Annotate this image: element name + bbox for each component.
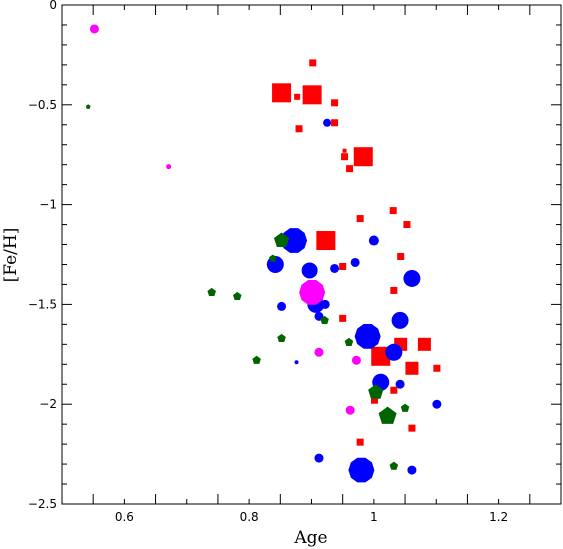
y-tick-label: −2.5 [28, 497, 57, 511]
data-point-circle [348, 457, 375, 483]
data-point-square [339, 262, 347, 270]
data-point-circle [314, 347, 324, 357]
data-point-square [433, 364, 441, 372]
y-tick-label: 0 [49, 0, 57, 12]
data-point-square [302, 85, 322, 105]
data-point-pentagon [389, 461, 399, 470]
data-point-circle [301, 262, 318, 279]
data-point-circle [395, 379, 405, 389]
data-point-square [417, 337, 431, 351]
axis-ticks [61, 4, 562, 505]
x-tick-label: 0.6 [115, 510, 134, 524]
data-point-circle [89, 24, 99, 34]
data-point-square [353, 147, 373, 167]
data-point-circle [407, 465, 417, 475]
data-point-circle [330, 263, 340, 273]
data-point-square [339, 314, 347, 322]
data-point-square [309, 59, 317, 67]
data-point-square [341, 153, 349, 161]
tick-labels: 0.6 0.8 1 1.2 −2.5 −2 −1.5 −1 −0.5 0 [28, 0, 508, 524]
data-point-square [356, 438, 364, 446]
data-point-pentagon [273, 232, 290, 247]
data-point-square [295, 125, 303, 133]
data-point-square [331, 119, 339, 127]
data-point-square [346, 165, 354, 173]
data-point-circle [350, 257, 360, 267]
data-point-pentagon [344, 337, 354, 346]
y-tick-label: −1.5 [28, 297, 57, 311]
data-point-square [356, 215, 364, 223]
data-point-circle [403, 269, 421, 287]
data-point-square [405, 361, 419, 375]
data-point-circle [323, 118, 332, 127]
data-points [85, 24, 442, 483]
data-point-square [316, 231, 336, 251]
data-point-square [331, 99, 339, 107]
data-point-circle [166, 164, 172, 170]
data-point-pentagon [252, 355, 261, 364]
data-point-square [272, 83, 292, 103]
data-point-pentagon [269, 254, 277, 262]
data-point-square [370, 396, 378, 404]
data-point-square [389, 207, 397, 215]
data-point-circle [432, 399, 442, 409]
data-point-pentagon [207, 287, 216, 297]
x-tick-label: 1 [370, 510, 378, 524]
data-point-circle [299, 280, 326, 305]
data-point-square [390, 386, 398, 394]
data-point-circle [368, 235, 379, 246]
data-point-pentagon [85, 104, 91, 109]
data-point-circle [391, 311, 409, 329]
data-point-circle [294, 360, 299, 365]
data-point-circle [354, 323, 381, 349]
data-point-square [408, 424, 416, 432]
data-point-square [294, 93, 301, 100]
y-tick-label: −0.5 [28, 98, 57, 112]
plot-frame [61, 4, 562, 505]
data-point-circle [314, 453, 324, 463]
data-point-circle [351, 355, 361, 365]
data-point-circle [385, 343, 403, 361]
y-tick-label: −1 [39, 198, 57, 212]
data-point-pentagon [400, 403, 410, 412]
data-point-square [403, 221, 411, 229]
data-point-pentagon [378, 406, 397, 424]
x-axis-title: Age [293, 528, 327, 548]
data-point-pentagon [232, 291, 242, 301]
data-point-pentagon [320, 315, 329, 325]
data-point-pentagon [277, 333, 286, 342]
data-point-square [390, 286, 398, 294]
data-point-circle [320, 299, 330, 309]
x-tick-label: 1.2 [489, 510, 508, 524]
data-point-square [397, 252, 405, 260]
y-axis-title: [Fe/H] [1, 228, 21, 283]
data-point-circle [277, 301, 287, 311]
y-tick-label: −2 [39, 397, 57, 411]
x-tick-label: 0.8 [240, 510, 259, 524]
data-point-square [342, 148, 347, 153]
data-point-pentagon [368, 384, 384, 399]
data-point-circle [345, 405, 355, 415]
data-point-circle [281, 228, 308, 253]
